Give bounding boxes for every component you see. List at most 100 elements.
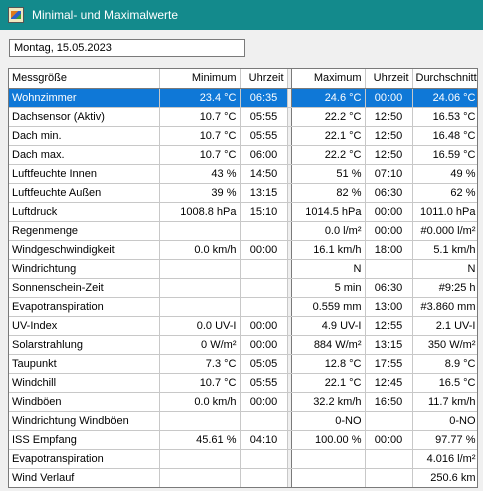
maximum-value: 5 min: [291, 278, 366, 298]
column-separator: [286, 278, 292, 298]
table-row[interactable]: UV-Index 0.0 UV-I 00:00 4.9 UV-I 12:55 2.1 UV…: [9, 316, 477, 336]
minimum-value: 1008.8 hPa: [159, 202, 241, 222]
average-value: #3.860 mm: [412, 297, 477, 317]
column-separator: [286, 430, 292, 450]
maximum-value: 22.2 °C: [291, 107, 366, 127]
column-separator: [286, 107, 292, 127]
maximum-time: 00:00: [365, 430, 413, 450]
measurement-name: Dach max.: [9, 145, 160, 165]
maximum-time: 06:30: [365, 183, 413, 203]
column-header-maximum[interactable]: Maximum: [291, 69, 366, 89]
average-value: 1011.0 hPa: [412, 202, 477, 222]
maximum-value: 24.6 °C: [291, 88, 366, 108]
average-value: #9:25 h: [412, 278, 477, 298]
minimum-value: 10.7 °C: [159, 107, 241, 127]
minimum-value: [159, 411, 241, 431]
average-value: 16.59 °C: [412, 145, 477, 165]
measurement-name: Wohnzimmer: [9, 88, 160, 108]
maximum-value: 12.8 °C: [291, 354, 366, 374]
date-field[interactable]: Montag, 15.05.2023: [9, 39, 245, 57]
maximum-time: 12:50: [365, 107, 413, 127]
table-row[interactable]: Windrichtung N N: [9, 259, 477, 279]
table-row[interactable]: Evapotranspiration 0.559 mm 13:00 #3.860 mm: [9, 297, 477, 317]
column-separator: [286, 335, 292, 355]
column-separator: [286, 240, 292, 260]
measurement-name: Regenmenge: [9, 221, 160, 241]
column-separator: [286, 392, 292, 412]
table-row[interactable]: ISS Empfang 45.61 % 04:10 100.00 % 00:00 97.7…: [9, 430, 477, 450]
measurement-name: Taupunkt: [9, 354, 160, 374]
measurement-name: Solarstrahlung: [9, 335, 160, 355]
average-value: N: [412, 259, 477, 279]
column-separator: [286, 145, 292, 165]
maximum-time: 00:00: [365, 202, 413, 222]
maximum-time: 12:45: [365, 373, 413, 393]
minimum-time: 05:05: [240, 354, 288, 374]
maximum-value: 884 W/m²: [291, 335, 366, 355]
table-row[interactable]: Dachsensor (Aktiv) 10.7 °C 05:55 22.2 °C 12:…: [9, 107, 477, 127]
maximum-value: 0.0 l/m²: [291, 221, 366, 241]
average-value: 0-NO: [412, 411, 477, 431]
table-row[interactable]: Windböen 0.0 km/h 00:00 32.2 km/h 16:50 11.7 …: [9, 392, 477, 412]
table-row[interactable]: Dach min. 10.7 °C 05:55 22.1 °C 12:50 16.48 °…: [9, 126, 477, 146]
maximum-time: [365, 468, 413, 487]
table-row[interactable]: Sonnenschein-Zeit 5 min 06:30 #9:25 h: [9, 278, 477, 298]
minimum-value: [159, 221, 241, 241]
average-value: 250.6 km: [412, 468, 477, 487]
column-separator: [286, 183, 292, 203]
minimum-time: [240, 411, 288, 431]
minimum-time: 05:55: [240, 126, 288, 146]
measurement-name: Dachsensor (Aktiv): [9, 107, 160, 127]
column-header-min-uhrzeit[interactable]: Uhrzeit: [240, 69, 288, 89]
minimum-time: 06:35: [240, 88, 288, 108]
column-separator: [286, 354, 292, 374]
minimum-time: 13:15: [240, 183, 288, 203]
measurement-name: Evapotranspiration: [9, 449, 160, 469]
average-value: 24.06 °C: [412, 88, 477, 108]
maximum-time: [365, 259, 413, 279]
average-value: 97.77 %: [412, 430, 477, 450]
table-row[interactable]: Evapotranspiration 4.016 l/m²: [9, 449, 477, 469]
column-header-durchschnitt[interactable]: Durchschnitt: [412, 69, 477, 89]
table-row[interactable]: Windchill 10.7 °C 05:55 22.1 °C 12:45 16.5 °C: [9, 373, 477, 393]
minimum-time: 00:00: [240, 240, 288, 260]
table-row[interactable]: Wohnzimmer 23.4 °C 06:35 24.6 °C 00:00 24.06 …: [9, 88, 477, 108]
column-separator: [286, 411, 292, 431]
minimum-value: 10.7 °C: [159, 145, 241, 165]
minimum-value: [159, 259, 241, 279]
column-header-messgroesse[interactable]: Messgröße: [9, 69, 160, 89]
minimum-time: [240, 259, 288, 279]
column-separator: [286, 449, 292, 469]
measurement-name: Sonnenschein-Zeit: [9, 278, 160, 298]
table-row[interactable]: Luftfeuchte Innen 43 % 14:50 51 % 07:10 49 %: [9, 164, 477, 184]
table-row[interactable]: Taupunkt 7.3 °C 05:05 12.8 °C 17:55 8.9 °C: [9, 354, 477, 374]
average-value: 11.7 km/h: [412, 392, 477, 412]
window-title: Minimal- und Maximalwerte: [32, 8, 179, 22]
table-row[interactable]: Windrichtung Windböen 0-NO 0-NO: [9, 411, 477, 431]
column-separator: [286, 88, 292, 108]
column-header-max-uhrzeit[interactable]: Uhrzeit: [365, 69, 413, 89]
title-bar[interactable]: Minimal- und Maximalwerte: [0, 0, 483, 30]
minimum-value: [159, 449, 241, 469]
measurement-name: Luftfeuchte Außen: [9, 183, 160, 203]
maximum-value: 22.2 °C: [291, 145, 366, 165]
table-row[interactable]: Solarstrahlung 0 W/m² 00:00 884 W/m² 13:15 35…: [9, 335, 477, 355]
measurement-name: Windrichtung: [9, 259, 160, 279]
average-value: 16.53 °C: [412, 107, 477, 127]
column-header-minimum[interactable]: Minimum: [159, 69, 241, 89]
table-row[interactable]: Luftfeuchte Außen 39 % 13:15 82 % 06:30 62 %: [9, 183, 477, 203]
column-separator: [286, 164, 292, 184]
minimum-value: 45.61 %: [159, 430, 241, 450]
minimum-value: [159, 278, 241, 298]
table-header-row: Messgröße Minimum Uhrzeit Maximum Uhrzei…: [9, 69, 477, 89]
minimum-value: 7.3 °C: [159, 354, 241, 374]
measurement-name: Luftdruck: [9, 202, 160, 222]
table-row[interactable]: Dach max. 10.7 °C 06:00 22.2 °C 12:50 16.59 °…: [9, 145, 477, 165]
table-row[interactable]: Wind Verlauf 250.6 km: [9, 468, 477, 487]
table-row[interactable]: Luftdruck 1008.8 hPa 15:10 1014.5 hPa 00:00 1…: [9, 202, 477, 222]
column-separator: [286, 316, 292, 336]
table-row[interactable]: Regenmenge 0.0 l/m² 00:00 #0.000 l/m²: [9, 221, 477, 241]
measurement-name: Dach min.: [9, 126, 160, 146]
table-row[interactable]: Windgeschwindigkeit 0.0 km/h 00:00 16.1 km/…: [9, 240, 477, 260]
minimum-time: [240, 468, 288, 487]
